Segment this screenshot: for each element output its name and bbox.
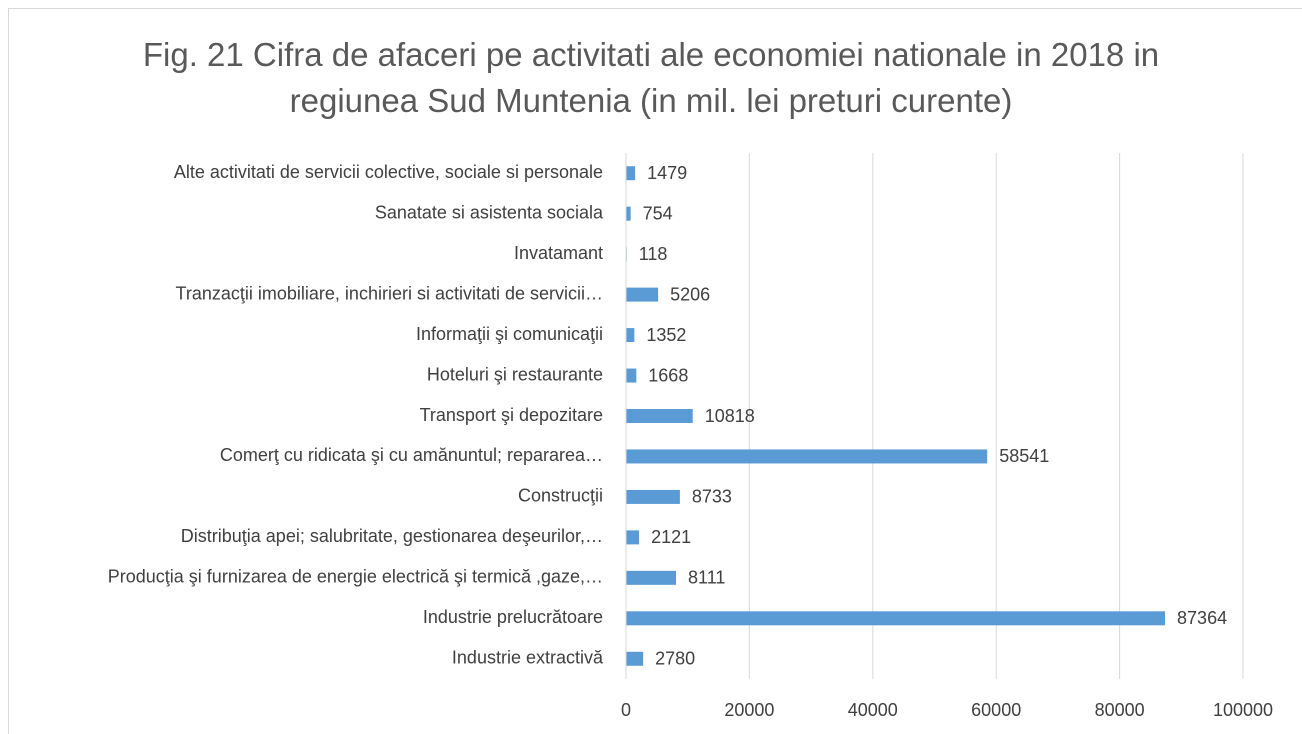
value-label: 58541 — [999, 446, 1049, 466]
bar — [626, 368, 637, 383]
chart-title: Fig. 21 Cifra de afaceri pe activitati a… — [142, 36, 1160, 119]
y-tick-label: Hoteluri şi restaurante — [427, 364, 603, 384]
y-tick-label: Sanatate si asistenta sociala — [375, 202, 604, 222]
y-tick-label: Construcţii — [518, 486, 603, 506]
bar — [626, 530, 640, 545]
bar — [626, 651, 644, 666]
bar — [626, 287, 659, 302]
value-label: 2780 — [655, 649, 695, 669]
x-tick-label: 60000 — [971, 700, 1021, 720]
x-tick-label: 0 — [621, 700, 631, 720]
chart-border — [8, 8, 1302, 734]
value-label: 8111 — [688, 568, 725, 588]
x-tick-label: 40000 — [848, 700, 898, 720]
value-label: 1352 — [646, 325, 686, 345]
bar — [626, 328, 635, 343]
bar — [626, 206, 631, 221]
value-label: 1479 — [647, 163, 687, 183]
x-tick-label: 20000 — [724, 700, 774, 720]
y-tick-label: Distribuţia apei; salubritate, gestionar… — [181, 526, 603, 546]
value-label: 118 — [639, 244, 668, 264]
value-label: 87364 — [1177, 608, 1227, 628]
bar — [626, 166, 636, 181]
value-label: 1668 — [648, 365, 688, 385]
y-tick-label: Transport şi depozitare — [420, 405, 603, 425]
value-label: 10818 — [705, 406, 755, 426]
y-tick-label: Producţia şi furnizarea de energie elect… — [108, 567, 603, 587]
bar — [626, 570, 677, 585]
bar — [626, 489, 680, 504]
y-tick-label: Comerţ cu ridicata şi cu amănuntul; repa… — [220, 445, 603, 465]
value-label: 754 — [643, 203, 673, 223]
bar — [626, 409, 693, 423]
value-label: 8733 — [692, 487, 732, 507]
x-tick-label: 100000 — [1213, 700, 1273, 720]
y-tick-label: Industrie extractivă — [452, 648, 604, 668]
y-tick-label: Invatamant — [514, 243, 603, 263]
bar — [626, 611, 1166, 626]
y-tick-label: Industrie prelucrătoare — [423, 607, 603, 627]
x-tick-label: 80000 — [1095, 700, 1145, 720]
bar — [626, 449, 988, 464]
value-label: 2121 — [651, 527, 691, 547]
value-label: 5206 — [670, 284, 710, 304]
y-tick-label: Alte activitati de servicii colective, s… — [174, 162, 603, 182]
y-tick-label: Informaţii şi comunicaţii — [416, 324, 603, 344]
y-tick-label: Tranzacţii imobiliare, inchirieri si act… — [176, 283, 603, 303]
